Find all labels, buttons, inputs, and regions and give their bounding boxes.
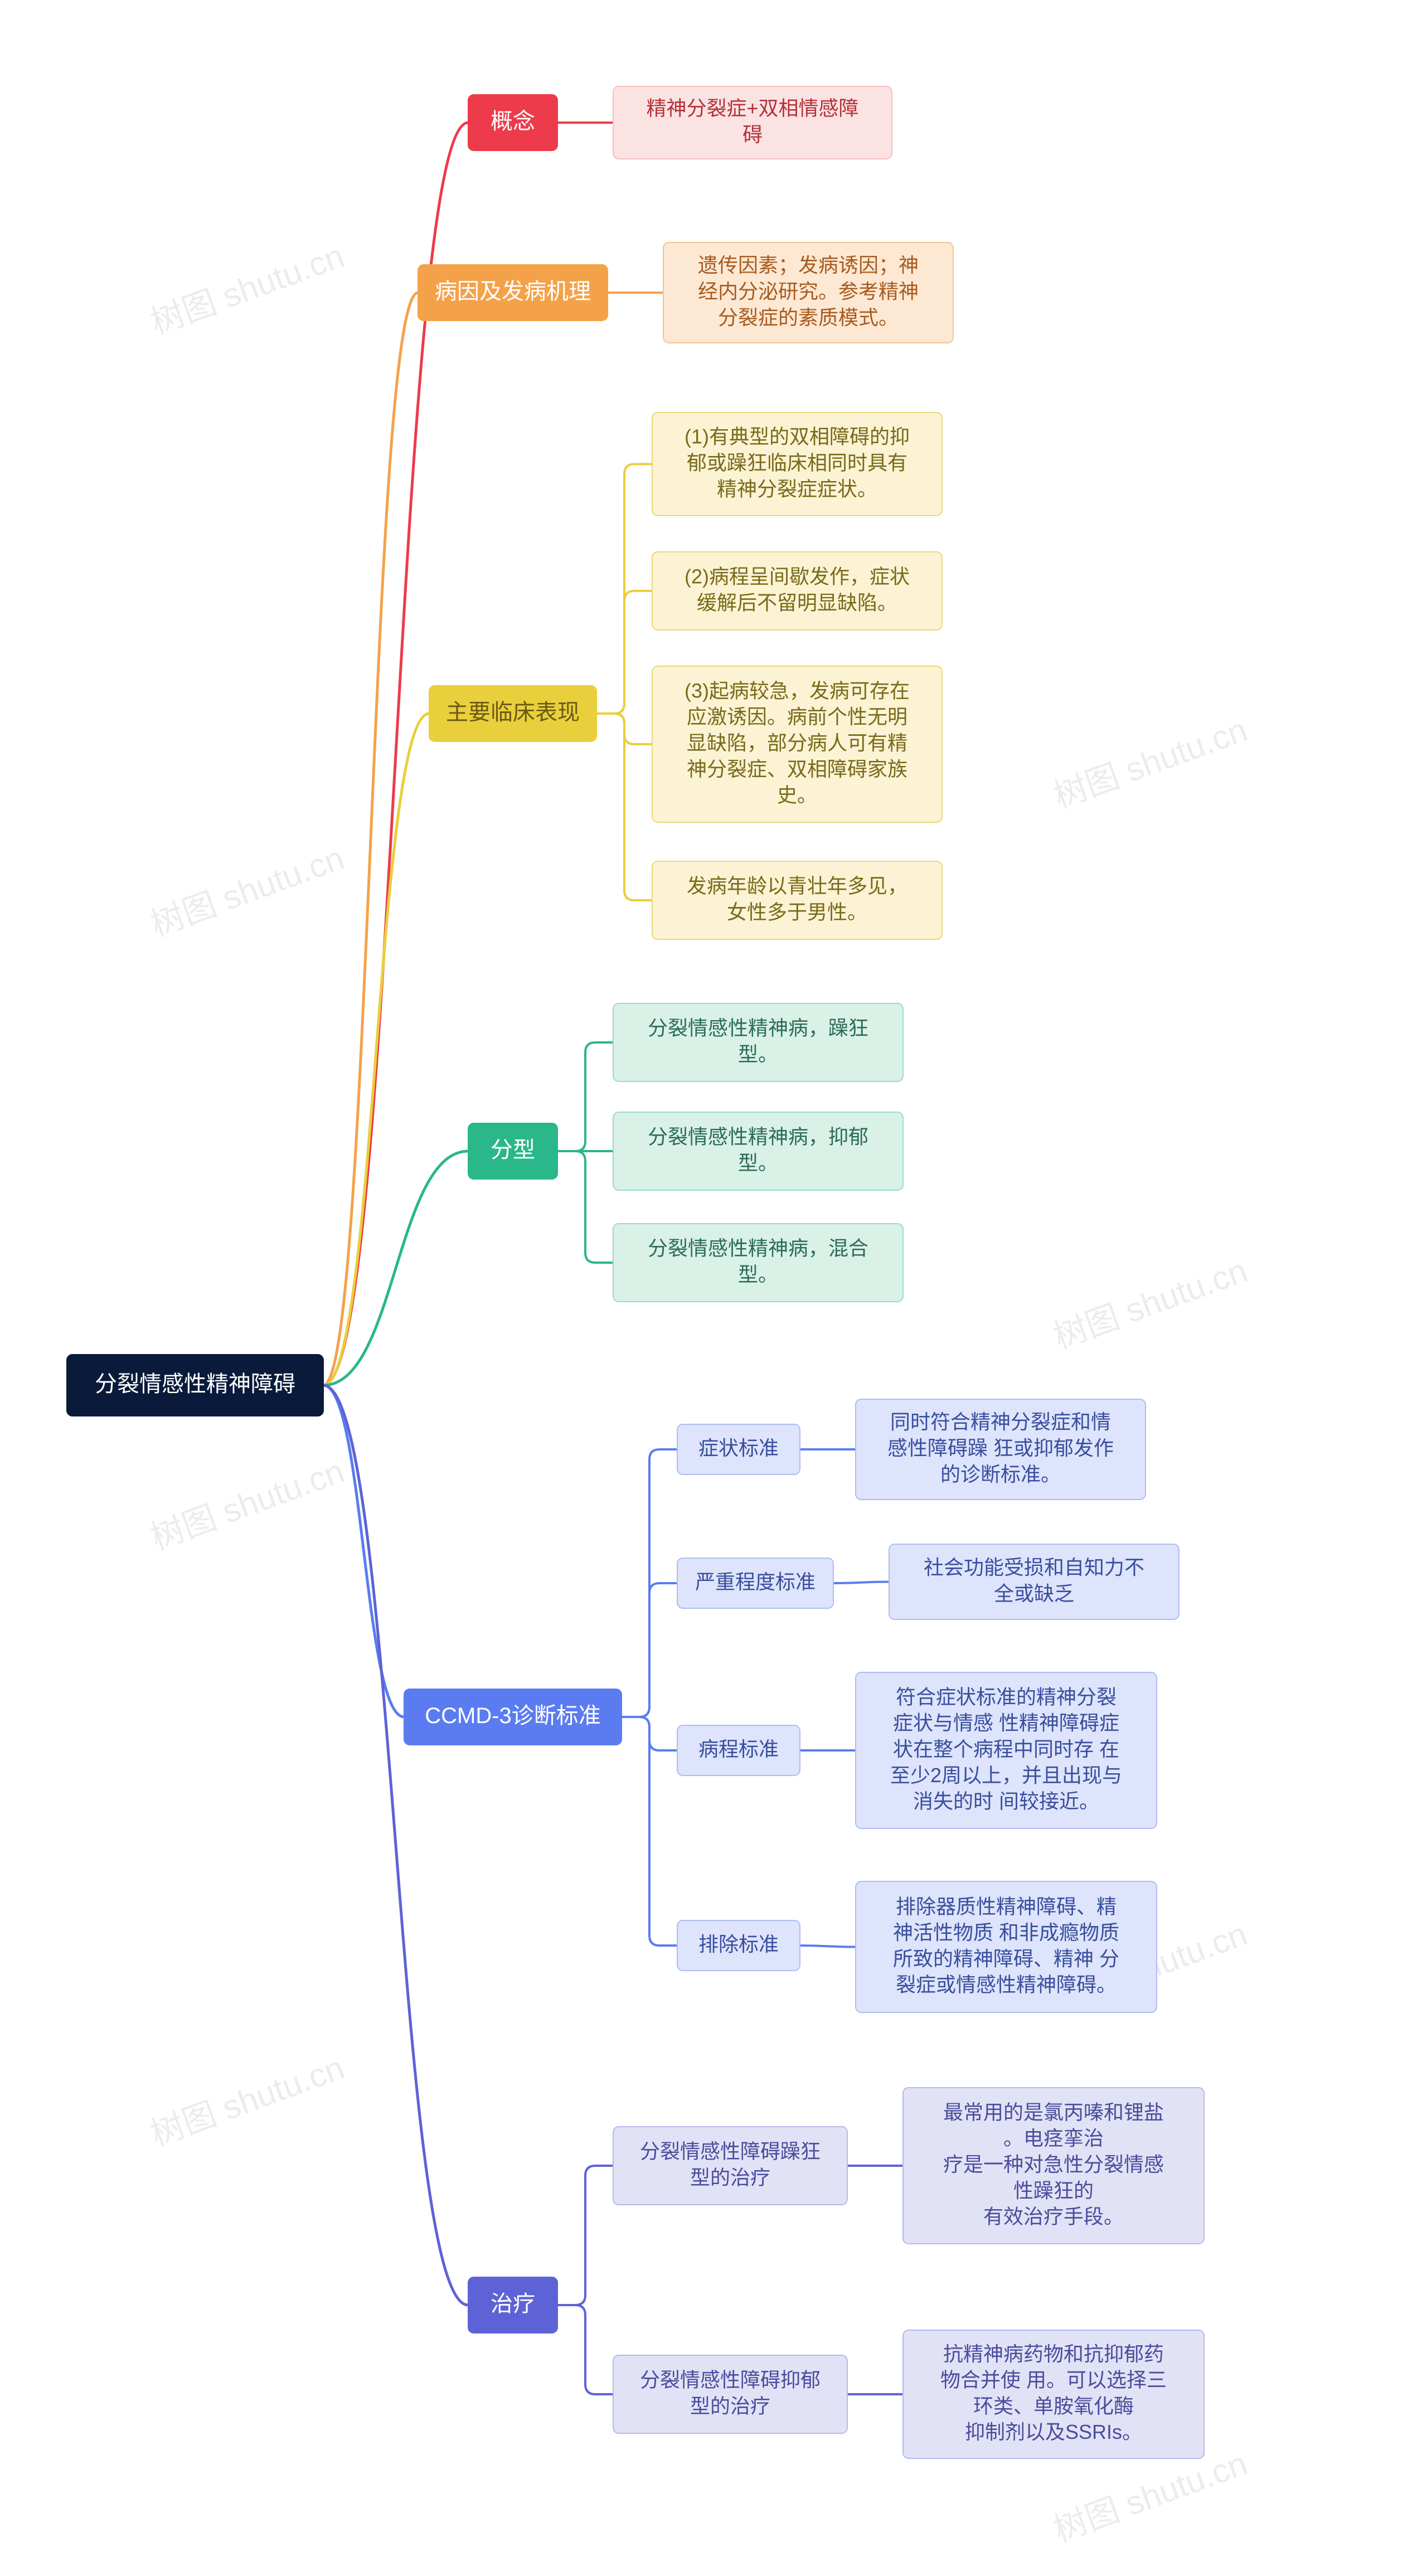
leaf-clinical-3: 发病年龄以青壮年多见，女性多于男性。 [652, 861, 942, 939]
svg-text:树图 shutu.cn: 树图 shutu.cn [146, 237, 349, 341]
svg-text:分裂情感性精神障碍: 分裂情感性精神障碍 [95, 1372, 295, 1396]
svg-text:(1)有典型的双相障碍的抑郁或躁狂临床相同时具有精神分裂症症: (1)有典型的双相障碍的抑郁或躁狂临床相同时具有精神分裂症症状。 [685, 425, 910, 500]
svg-text:树图 shutu.cn: 树图 shutu.cn [1049, 2444, 1252, 2549]
branch-concept: 概念 [468, 95, 557, 151]
leaf-clinical-1: (2)病程呈间歇发作，症状缓解后不留明显缺陷。 [652, 552, 942, 630]
branch-etiology: 病因及发病机理 [418, 265, 608, 321]
svg-text:符合症状标准的精神分裂症状与情感 性精神障碍症状在整个病程: 符合症状标准的精神分裂症状与情感 性精神障碍症状在整个病程中同时存 在至少2周以… [890, 1685, 1122, 1812]
svg-text:CCMD-3诊断标准: CCMD-3诊断标准 [425, 1704, 601, 1728]
svg-text:治疗: 治疗 [491, 2292, 535, 2316]
branch-treatment: 治疗 [468, 2277, 557, 2333]
leaf-clinical-0: (1)有典型的双相障碍的抑郁或躁狂临床相同时具有精神分裂症症状。 [652, 413, 942, 516]
child-ccmd3-2: 病程标准 [677, 1725, 800, 1775]
leaf-ccmd3-2: 符合症状标准的精神分裂症状与情感 性精神障碍症状在整个病程中同时存 在至少2周以… [856, 1672, 1157, 1828]
svg-text:树图 shutu.cn: 树图 shutu.cn [146, 839, 349, 943]
svg-text:症状标准: 症状标准 [698, 1437, 779, 1459]
child-treatment-0: 分裂情感性障碍躁狂型的治疗 [613, 2127, 847, 2205]
svg-text:树图 shutu.cn: 树图 shutu.cn [1049, 1251, 1252, 1356]
root-node: 分裂情感性精神障碍 [67, 1355, 323, 1416]
leaf-types-1: 分裂情感性精神病，抑郁型。 [613, 1112, 903, 1190]
child-ccmd3-0: 症状标准 [677, 1424, 800, 1474]
leaf-ccmd3-0: 同时符合精神分裂症和情感性障碍躁 狂或抑郁发作的诊断标准。 [856, 1399, 1146, 1500]
svg-text:主要临床表现: 主要临床表现 [446, 700, 580, 725]
leaf-treatment-1: 抗精神病药物和抗抑郁药物合并使 用。可以选择三环类、单胺氧化酶抑制剂以及SSRI… [903, 2330, 1204, 2458]
svg-text:病因及发病机理: 病因及发病机理 [435, 279, 591, 304]
leaf-ccmd3-1: 社会功能受损和自知力不全或缺乏 [889, 1544, 1179, 1619]
svg-text:树图 shutu.cn: 树图 shutu.cn [146, 1452, 349, 1556]
svg-text:概念: 概念 [491, 109, 535, 134]
leaf-concept-0: 精神分裂症+双相情感障碍 [613, 86, 892, 159]
leaf-types-2: 分裂情感性精神病，混合型。 [613, 1224, 903, 1302]
svg-text:树图 shutu.cn: 树图 shutu.cn [1049, 711, 1252, 815]
branch-types: 分型 [468, 1123, 557, 1179]
branch-ccmd3: CCMD-3诊断标准 [404, 1689, 622, 1745]
branch-clinical: 主要临床表现 [429, 686, 596, 741]
child-ccmd3-1: 严重程度标准 [677, 1558, 833, 1608]
child-treatment-1: 分裂情感性障碍抑郁型的治疗 [613, 2355, 847, 2433]
leaf-types-0: 分裂情感性精神病，躁狂型。 [613, 1003, 903, 1081]
svg-text:分型: 分型 [491, 1138, 535, 1162]
leaf-ccmd3-3: 排除器质性精神障碍、精神活性物质 和非成瘾物质所致的精神障碍、精神 分裂症或情感… [856, 1881, 1157, 2012]
svg-text:遗传因素；发病诱因；神经内分泌研究。参考精神分裂症的素质模式: 遗传因素；发病诱因；神经内分泌研究。参考精神分裂症的素质模式。 [698, 254, 919, 329]
leaf-etiology-0: 遗传因素；发病诱因；神经内分泌研究。参考精神分裂症的素质模式。 [663, 242, 953, 343]
leaf-treatment-0: 最常用的是氯丙嗪和锂盐。电痉挛治疗是一种对急性分裂情感性躁狂的有效治疗手段。 [903, 2088, 1204, 2244]
svg-text:严重程度标准: 严重程度标准 [695, 1570, 816, 1593]
svg-text:树图 shutu.cn: 树图 shutu.cn [146, 2049, 349, 2153]
child-ccmd3-3: 排除标准 [677, 1920, 800, 1971]
leaf-clinical-2: (3)起病较急，发病可存在应激诱因。病前个性无明显缺陷，部分病人可有精神分裂症、… [652, 666, 942, 822]
svg-text:排除标准: 排除标准 [698, 1933, 779, 1956]
svg-text:病程标准: 病程标准 [698, 1738, 779, 1760]
